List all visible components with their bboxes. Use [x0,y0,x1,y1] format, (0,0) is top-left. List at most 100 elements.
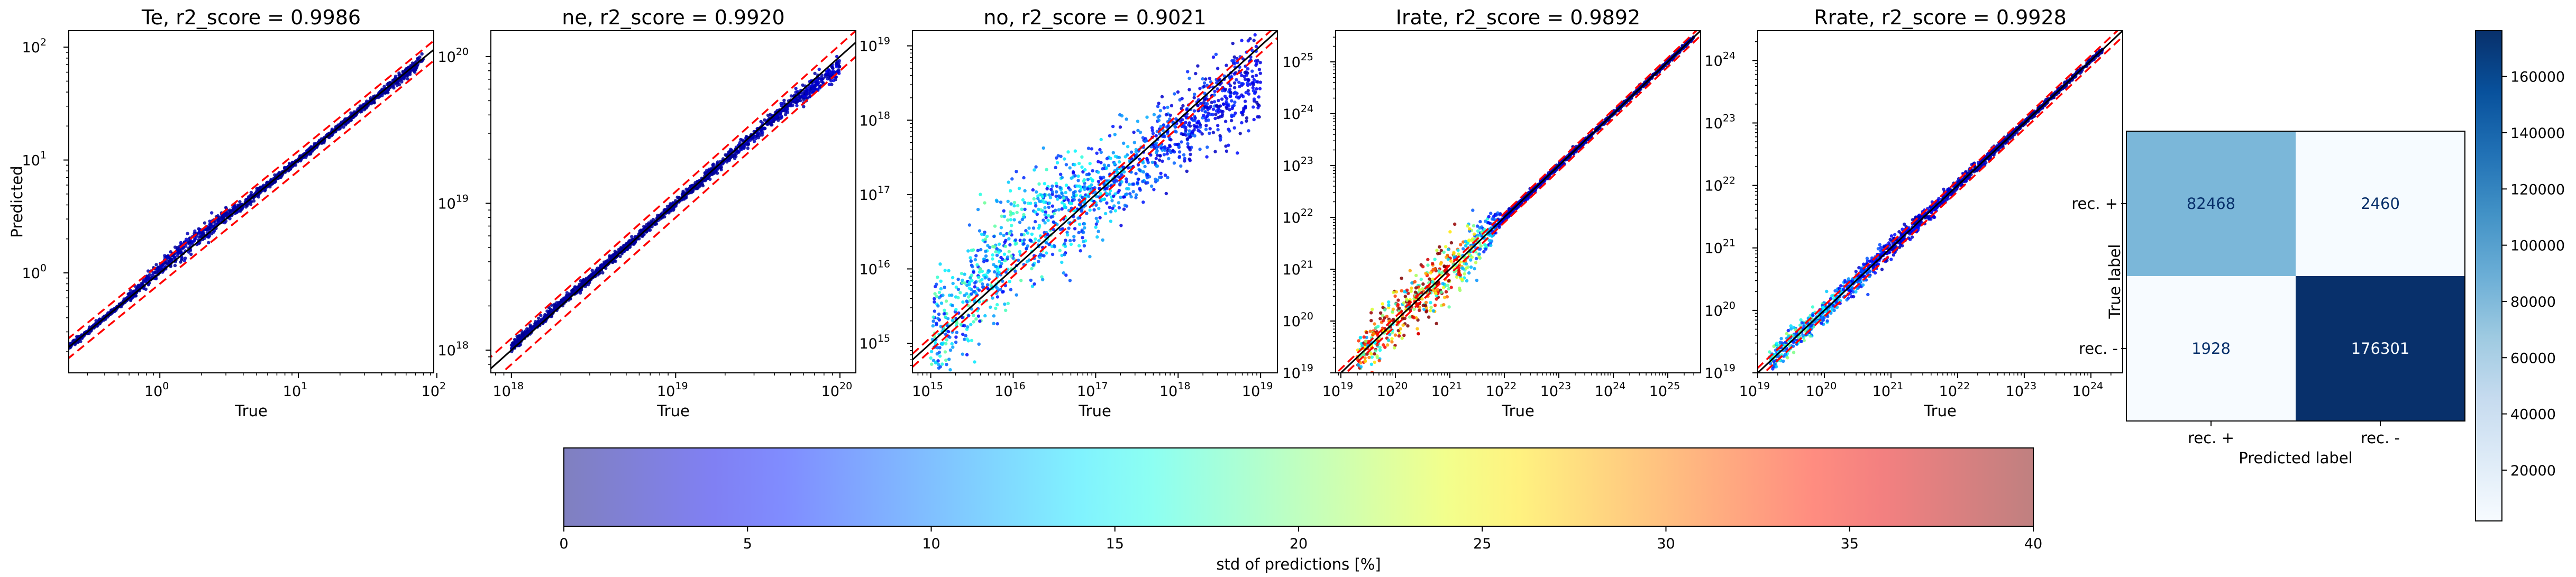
data-point [1202,81,1207,85]
data-point [237,209,241,213]
y-tick-label: 1017 [859,184,890,204]
data-point [1182,153,1186,157]
data-point [826,77,830,81]
data-point [1232,59,1236,62]
data-point [1255,87,1258,91]
data-point [775,114,779,117]
data-point [941,294,945,297]
data-point [1216,116,1220,120]
data-point [1095,219,1100,223]
data-point [992,322,995,325]
data-point [940,362,944,366]
data-point [813,71,817,75]
data-point [1034,202,1037,205]
data-point [1145,176,1149,180]
x-tick-label: 1018 [1159,380,1191,400]
data-point [1003,259,1007,263]
data-point [1373,322,1376,326]
data-point [630,235,634,239]
data-point [998,260,1001,263]
data-point [746,146,750,150]
data-point [1187,76,1191,80]
data-point [1111,124,1115,129]
data-point [1192,109,1196,113]
data-point [943,286,946,289]
data-point [391,84,395,88]
data-point [543,313,547,317]
data-point [961,352,965,356]
data-point [999,288,1002,291]
data-point [830,66,835,69]
data-point [739,138,743,142]
data-point [973,281,977,285]
data-point [1001,290,1005,294]
data-point [1123,204,1127,207]
data-point [961,332,965,336]
data-point [1013,242,1017,246]
data-point [947,269,951,272]
data-point [1220,113,1225,116]
data-point [1077,222,1082,226]
data-point [1031,188,1035,192]
data-point [1125,117,1128,121]
data-point [1258,80,1263,84]
data-point [1041,278,1045,281]
data-point [1037,226,1041,230]
data-point [1166,124,1170,128]
data-point [1068,202,1073,206]
data-point [995,295,1000,299]
data-point [1042,254,1046,258]
data-point [733,157,737,160]
data-point [1205,155,1209,159]
data-point [1433,304,1437,307]
data-point [954,308,958,312]
data-point [999,200,1003,204]
data-point [977,342,981,346]
data-point [827,83,832,86]
data-point [1365,331,1368,334]
data-point [1111,206,1115,210]
data-point [1444,245,1448,249]
data-point [1198,87,1202,90]
data-point [1094,216,1098,221]
data-point [1043,182,1047,186]
data-point [1209,80,1213,84]
data-point [1155,164,1158,168]
data-point [540,319,543,323]
data-point [1112,194,1116,198]
data-point [1146,173,1149,177]
data-point [94,319,98,323]
data-point [1213,89,1217,93]
data-point [1250,49,1254,52]
data-point [669,202,672,206]
data-point [969,323,973,326]
data-point [406,77,409,81]
data-point [135,286,139,290]
data-point [1018,250,1022,253]
data-point [1233,61,1237,65]
data-point [939,287,943,291]
data-point [1173,92,1176,96]
data-point [1019,279,1023,282]
data-point [1051,204,1055,208]
data-point [1129,195,1133,199]
data-point [929,350,934,353]
data-point [268,185,272,189]
data-point [716,160,720,164]
data-point [397,71,401,75]
data-point [951,276,955,280]
data-point [1235,95,1239,99]
data-point [1241,113,1245,117]
x-tick-label: 102 [422,380,446,400]
data-point [1099,150,1103,154]
data-point [1055,190,1058,194]
x-tick-label: 1019 [657,380,688,400]
data-point [969,276,972,280]
data-point [1213,150,1217,153]
data-point [1072,234,1076,239]
data-point [1247,92,1251,96]
data-point [1097,170,1100,174]
data-point [1090,147,1094,151]
data-point [1247,129,1250,133]
data-point [937,290,942,295]
